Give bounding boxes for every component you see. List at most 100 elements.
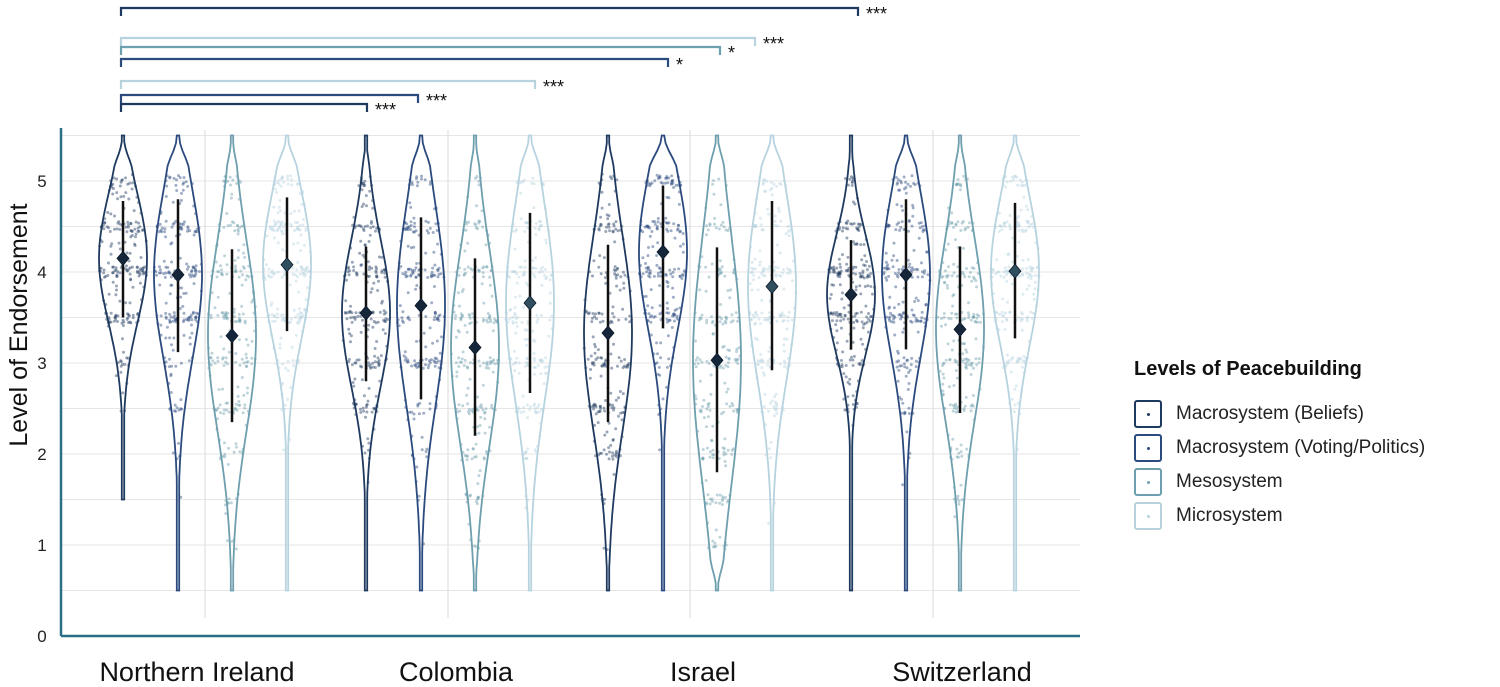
data-point xyxy=(842,397,846,401)
data-point xyxy=(429,275,433,279)
data-point xyxy=(355,358,359,362)
data-point xyxy=(1008,223,1012,227)
significance-bracket xyxy=(119,79,537,89)
data-point xyxy=(1012,410,1016,414)
data-point xyxy=(701,405,704,408)
data-point xyxy=(838,271,842,275)
data-point xyxy=(767,447,771,451)
violin-0-0 xyxy=(98,134,148,501)
violin-3-1 xyxy=(505,134,555,592)
data-point xyxy=(433,315,437,319)
data-point xyxy=(694,365,698,369)
data-point xyxy=(1016,401,1020,405)
data-point xyxy=(596,410,600,414)
data-point xyxy=(947,265,950,269)
data-point xyxy=(406,244,410,248)
data-point xyxy=(756,288,760,292)
data-point xyxy=(539,224,542,228)
data-point xyxy=(953,404,957,408)
data-point xyxy=(641,272,645,276)
data-point xyxy=(104,274,108,278)
data-point xyxy=(187,265,190,269)
data-point xyxy=(428,326,432,330)
data-point xyxy=(128,272,132,276)
data-point xyxy=(190,331,194,335)
data-point xyxy=(455,374,459,378)
data-point xyxy=(724,364,728,367)
data-point xyxy=(869,285,873,288)
data-point xyxy=(700,255,704,259)
mean-marker xyxy=(710,352,724,368)
data-point xyxy=(279,184,283,188)
data-point xyxy=(280,318,284,322)
significance-label: *** xyxy=(375,100,396,120)
data-point xyxy=(182,220,186,224)
data-point xyxy=(915,318,919,322)
data-point xyxy=(862,276,866,280)
data-point xyxy=(278,226,282,230)
data-point xyxy=(471,268,475,272)
data-point xyxy=(171,222,175,226)
data-point xyxy=(376,356,380,360)
data-point xyxy=(914,317,918,320)
data-point xyxy=(606,223,610,227)
data-point xyxy=(466,454,470,458)
data-point xyxy=(519,217,523,221)
data-point xyxy=(998,224,1002,228)
data-point xyxy=(611,229,615,233)
data-point xyxy=(477,183,481,187)
data-point xyxy=(245,364,249,368)
data-point xyxy=(669,181,673,185)
data-point xyxy=(296,261,300,264)
x-category-label: Northern Ireland xyxy=(99,657,294,687)
data-point xyxy=(275,220,279,224)
data-point xyxy=(665,280,669,283)
data-point xyxy=(1005,318,1009,322)
data-point xyxy=(892,306,896,310)
data-point xyxy=(708,502,712,506)
data-point xyxy=(941,392,945,396)
data-point xyxy=(348,332,352,336)
data-point xyxy=(479,415,483,419)
data-point xyxy=(749,270,753,274)
data-point xyxy=(533,366,537,370)
data-point xyxy=(476,408,480,412)
data-point xyxy=(224,316,228,320)
x-category-label: Switzerland xyxy=(892,657,1032,687)
data-point xyxy=(475,502,479,506)
data-point xyxy=(169,275,173,279)
data-point xyxy=(299,316,303,320)
data-point xyxy=(951,304,955,308)
data-point xyxy=(766,359,770,363)
data-point xyxy=(125,356,129,360)
data-point xyxy=(102,268,106,272)
data-point xyxy=(406,226,410,230)
data-point xyxy=(279,223,283,227)
data-point xyxy=(655,224,659,228)
data-point xyxy=(454,314,458,318)
data-point xyxy=(1008,225,1012,229)
data-point xyxy=(532,206,536,210)
data-point xyxy=(1010,397,1014,401)
data-point xyxy=(656,352,659,356)
data-point xyxy=(897,271,901,275)
data-point xyxy=(437,314,441,318)
data-point xyxy=(371,361,375,365)
data-point xyxy=(718,535,722,539)
data-point xyxy=(291,266,295,270)
data-point xyxy=(424,450,428,454)
data-point xyxy=(223,254,227,258)
data-point xyxy=(902,362,906,366)
data-point xyxy=(127,313,131,317)
data-point xyxy=(299,315,303,319)
data-point xyxy=(116,221,120,225)
data-point xyxy=(126,316,130,320)
data-point xyxy=(516,315,519,319)
data-point xyxy=(971,394,975,397)
data-point xyxy=(854,285,858,289)
data-point xyxy=(299,315,303,319)
data-point xyxy=(676,228,679,232)
data-point xyxy=(209,316,213,320)
data-point xyxy=(111,187,115,190)
data-point xyxy=(1019,184,1023,188)
